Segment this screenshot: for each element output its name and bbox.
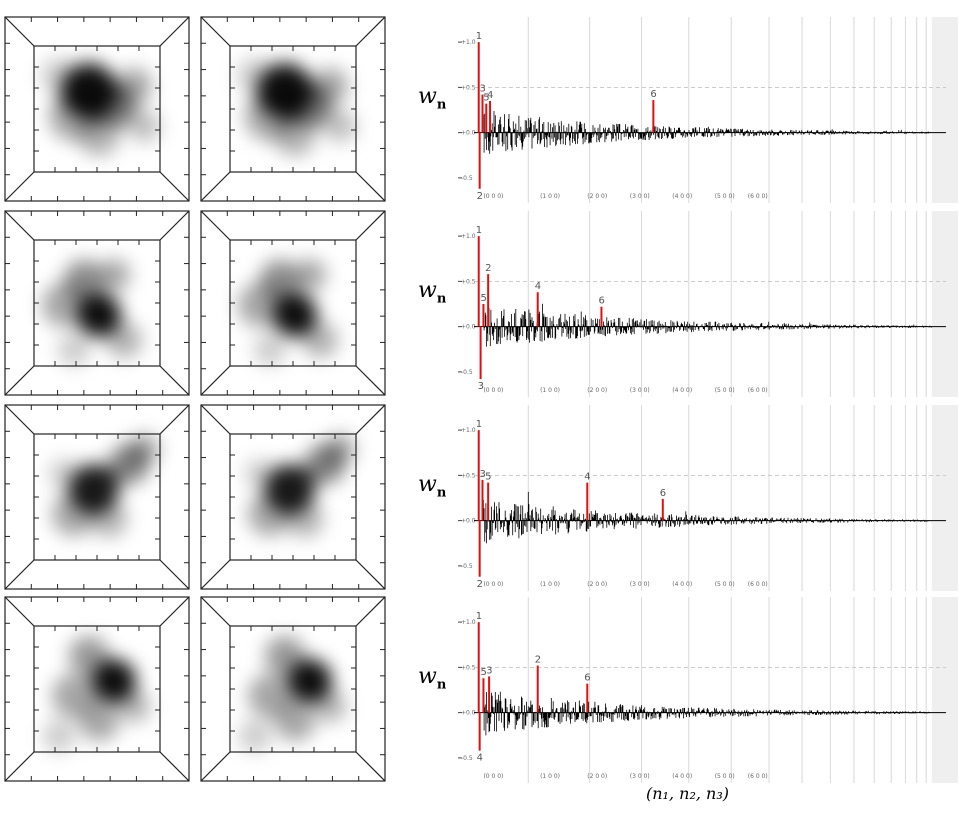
figure-row-1: wn +1.0 +0.5 +0.0 -0.5 (0 0 0) (1 0 0) (2 0 0)…: [0, 16, 969, 206]
group-label: (4 0 0): [672, 581, 692, 588]
group-label: (5 0 0): [715, 387, 735, 394]
peak-label: 1: [476, 31, 482, 42]
y-tick-label: -0.5: [461, 369, 473, 376]
peak-label: 1: [476, 419, 482, 430]
peak-label: 2: [485, 263, 491, 274]
weight-spectrum-plot-1: +1.0 +0.5 +0.0 -0.5 (0 0 0) (1 0 0) (2 0 0) (3 …: [458, 16, 961, 204]
density-cube-right: [200, 16, 386, 202]
weight-spectrum-plot-2: +1.0 +0.5 +0.0 -0.5 (0 0 0) (1 0 0) (2 0 0) (3 …: [458, 210, 961, 398]
y-tick-label: -0.5: [461, 563, 473, 570]
y-tick-label: +1.0: [461, 233, 476, 240]
group-label: (2 0 0): [587, 581, 607, 588]
density-cube-left: [4, 16, 190, 202]
peak-label: 5: [480, 293, 486, 304]
figure-row-3: wn +1.0 +0.5 +0.0 -0.5 (0 0 0) (1 0 0) (2 0 0)…: [0, 404, 969, 594]
peak-label: 5: [483, 93, 489, 104]
group-label: (1 0 0): [540, 387, 560, 394]
y-tick-label: +0.0: [461, 130, 476, 137]
group-label: (6 0 0): [748, 773, 768, 780]
spectrum-svg: +1.0 +0.5 +0.0 -0.5 (0 0 0) (1 0 0) (2 0 0) (3 …: [458, 405, 958, 591]
peak-label: 2: [535, 655, 541, 666]
group-label: (3 0 0): [630, 193, 650, 200]
peak-label: 2: [477, 579, 483, 590]
spectrum-svg: +1.0 +0.5 +0.0 -0.5 (0 0 0) (1 0 0) (2 0 0) (3 …: [458, 211, 958, 397]
group-label: (0 0 0): [483, 581, 503, 588]
group-label: (0 0 0): [483, 773, 503, 780]
group-label: (6 0 0): [748, 387, 768, 394]
group-label: (4 0 0): [672, 387, 692, 394]
density-cube-left: [4, 404, 190, 590]
weight-axis-label: wn: [418, 664, 447, 693]
group-label: (0 0 0): [483, 387, 503, 394]
x-axis-label: (n₁, n₂, n₃): [646, 784, 729, 803]
group-label: (2 0 0): [587, 387, 607, 394]
y-tick-label: +1.0: [461, 39, 476, 46]
y-tick-label: +0.5: [461, 472, 476, 479]
group-label: (1 0 0): [540, 193, 560, 200]
group-label: (2 0 0): [587, 193, 607, 200]
group-label: (4 0 0): [672, 773, 692, 780]
group-label: (3 0 0): [630, 581, 650, 588]
y-tick-label: -0.5: [461, 175, 473, 182]
group-label: (3 0 0): [630, 773, 650, 780]
weight-axis-label: wn: [418, 84, 447, 113]
y-tick-label: +0.0: [461, 518, 476, 525]
peak-label: 3: [479, 469, 485, 480]
group-label: (5 0 0): [715, 773, 735, 780]
y-tick-label: +1.0: [461, 619, 476, 626]
y-tick-label: +0.5: [461, 664, 476, 671]
peak-label: 3: [478, 381, 484, 392]
peak-label: 5: [480, 667, 486, 678]
y-tick-label: +0.5: [461, 278, 476, 285]
figure-row-4: wn +1.0 +0.5 +0.0 -0.5 (0 0 0) (1 0 0) (2 0 0)…: [0, 596, 969, 786]
peak-label: 1: [476, 225, 482, 236]
group-label: (0 0 0): [483, 193, 503, 200]
group-label: (3 0 0): [630, 387, 650, 394]
peak-label: 4: [477, 753, 483, 764]
peak-label: 6: [598, 296, 604, 307]
peak-label: 1: [476, 611, 482, 622]
group-label: (5 0 0): [715, 581, 735, 588]
group-label: (6 0 0): [748, 193, 768, 200]
peak-label: 6: [660, 488, 666, 499]
peak-label: 3: [479, 84, 485, 95]
density-cube-left: [4, 596, 190, 782]
group-label: (6 0 0): [748, 581, 768, 588]
peak-label: 6: [584, 673, 590, 684]
density-cube-right: [200, 210, 386, 396]
group-label: (2 0 0): [587, 773, 607, 780]
y-tick-label: +0.5: [461, 84, 476, 91]
group-label: (1 0 0): [540, 773, 560, 780]
figure-row-2: wn +1.0 +0.5 +0.0 -0.5 (0 0 0) (1 0 0) (2 0 0)…: [0, 210, 969, 400]
weight-spectrum-plot-4: +1.0 +0.5 +0.0 -0.5 (0 0 0) (1 0 0) (2 0 0) (3 …: [458, 596, 961, 784]
spectrum-svg: +1.0 +0.5 +0.0 -0.5 (0 0 0) (1 0 0) (2 0 0) (3 …: [458, 17, 958, 203]
weight-axis-label: wn: [418, 472, 447, 501]
density-cube-left: [4, 210, 190, 396]
y-tick-label: +0.0: [461, 710, 476, 717]
weight-axis-label: wn: [418, 278, 447, 307]
y-tick-label: +1.0: [461, 427, 476, 434]
peak-label: 4: [487, 90, 493, 101]
group-label: (1 0 0): [540, 581, 560, 588]
weight-spectrum-plot-3: +1.0 +0.5 +0.0 -0.5 (0 0 0) (1 0 0) (2 0 0) (3 …: [458, 404, 961, 592]
group-label: (4 0 0): [672, 193, 692, 200]
peak-label: 3: [486, 665, 492, 676]
peak-label: 2: [477, 191, 483, 202]
peak-label: 4: [535, 281, 541, 292]
group-label: (5 0 0): [715, 193, 735, 200]
y-tick-label: +0.0: [461, 324, 476, 331]
spectrum-svg: +1.0 +0.5 +0.0 -0.5 (0 0 0) (1 0 0) (2 0 0) (3 …: [458, 597, 958, 783]
peak-label: 6: [650, 89, 656, 100]
y-tick-label: -0.5: [461, 755, 473, 762]
peak-label: 4: [584, 472, 590, 483]
density-cube-right: [200, 404, 386, 590]
peak-label: 5: [485, 472, 491, 483]
density-cube-right: [200, 596, 386, 782]
